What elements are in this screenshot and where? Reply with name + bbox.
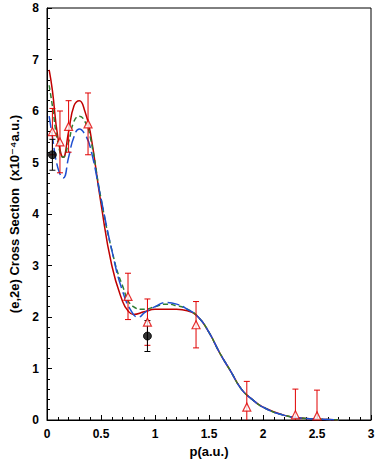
svg-text:8: 8	[32, 1, 39, 15]
svg-text:1.5: 1.5	[201, 427, 218, 441]
svg-text:0.5: 0.5	[93, 427, 110, 441]
svg-text:2: 2	[32, 310, 39, 324]
svg-text:2.5: 2.5	[309, 427, 326, 441]
svg-text:3: 3	[368, 427, 375, 441]
svg-text:4: 4	[32, 207, 39, 221]
svg-text:0: 0	[44, 427, 51, 441]
svg-text:(e,2e) Cross Section (x10⁻⁴a.: (e,2e) Cross Section (x10⁻⁴a.u.)	[7, 115, 22, 313]
svg-text:7: 7	[32, 53, 39, 67]
svg-text:1: 1	[32, 362, 39, 376]
svg-text:5: 5	[32, 156, 39, 170]
svg-text:1: 1	[152, 427, 159, 441]
svg-text:3: 3	[32, 259, 39, 273]
svg-text:2: 2	[260, 427, 267, 441]
svg-text:6: 6	[32, 104, 39, 118]
svg-text:p(a.u.): p(a.u.)	[190, 444, 229, 459]
svg-text:0: 0	[32, 413, 39, 427]
